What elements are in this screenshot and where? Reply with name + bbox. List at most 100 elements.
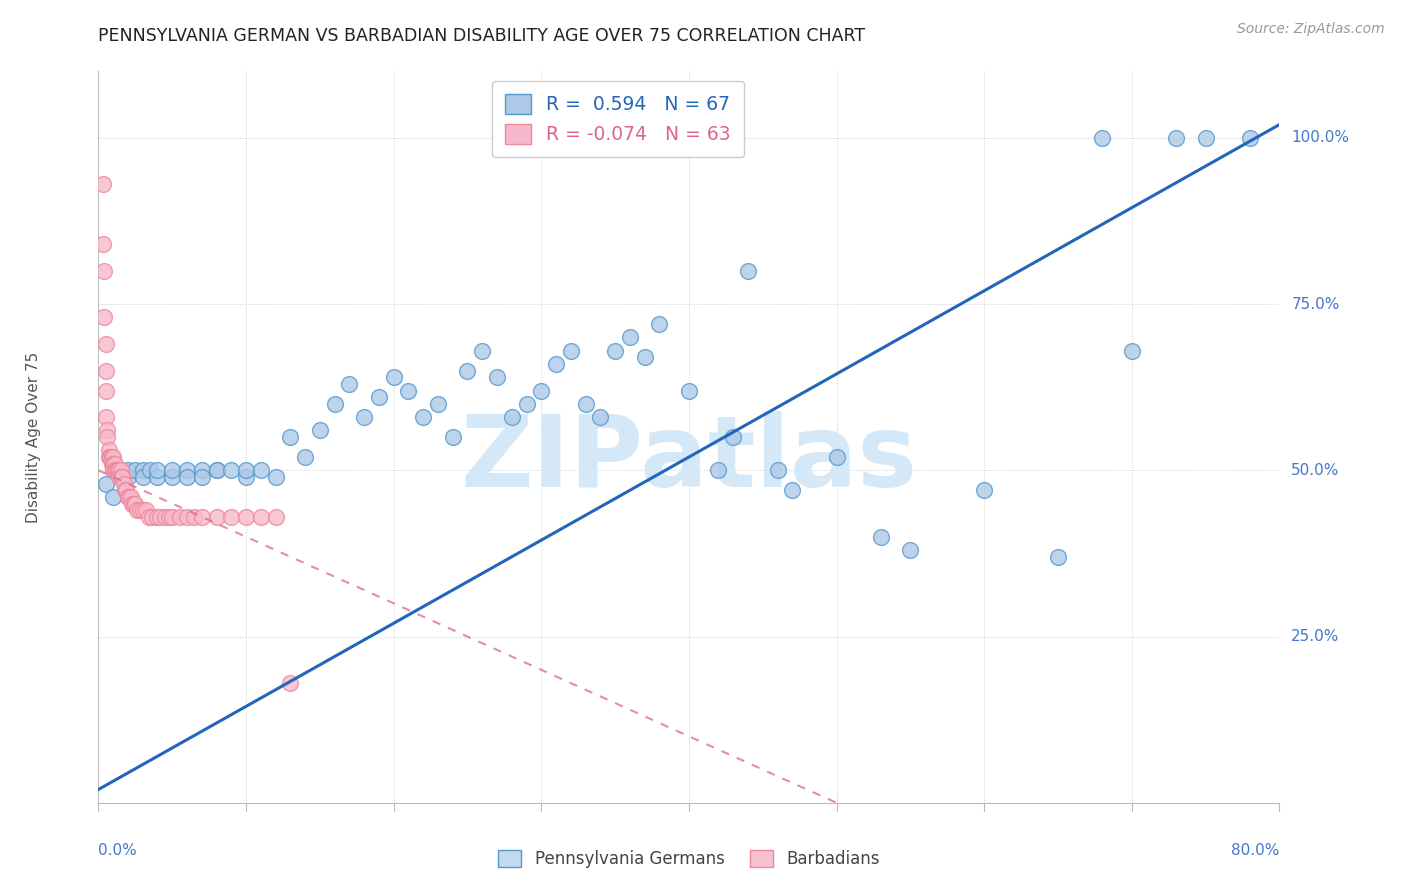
Point xyxy=(221,463,243,477)
Point xyxy=(737,264,759,278)
Point xyxy=(368,390,391,404)
Point xyxy=(205,509,228,524)
Point xyxy=(128,503,150,517)
Point xyxy=(114,483,136,498)
Point xyxy=(104,457,127,471)
Point xyxy=(782,483,804,498)
Point xyxy=(103,463,125,477)
Point xyxy=(139,463,162,477)
Point xyxy=(323,397,346,411)
Point xyxy=(117,490,139,504)
Point xyxy=(169,509,191,524)
Text: 25.0%: 25.0% xyxy=(1291,629,1340,644)
Point xyxy=(162,463,183,477)
Point xyxy=(825,450,848,464)
Point xyxy=(309,424,332,438)
Point xyxy=(94,410,117,425)
Text: 80.0%: 80.0% xyxy=(1232,843,1279,858)
Point xyxy=(93,310,115,325)
Point xyxy=(546,357,568,371)
Point xyxy=(634,351,657,365)
Point xyxy=(530,384,553,398)
Point xyxy=(221,509,243,524)
Text: PENNSYLVANIA GERMAN VS BARBADIAN DISABILITY AGE OVER 75 CORRELATION CHART: PENNSYLVANIA GERMAN VS BARBADIAN DISABIL… xyxy=(98,27,866,45)
Point xyxy=(176,509,198,524)
Point xyxy=(94,384,117,398)
Point xyxy=(118,490,141,504)
Point xyxy=(382,370,405,384)
Point xyxy=(94,363,117,377)
Point xyxy=(124,497,146,511)
Point xyxy=(412,410,434,425)
Point xyxy=(132,503,155,517)
Point xyxy=(96,430,118,444)
Point xyxy=(1239,131,1261,145)
Point xyxy=(117,490,139,504)
Point xyxy=(264,509,287,524)
Point xyxy=(162,470,183,484)
Point xyxy=(560,343,582,358)
Point xyxy=(398,384,420,398)
Point xyxy=(120,490,142,504)
Point xyxy=(112,476,135,491)
Text: 50.0%: 50.0% xyxy=(1291,463,1340,478)
Point xyxy=(235,509,257,524)
Point xyxy=(141,509,163,524)
Point xyxy=(1195,131,1218,145)
Point xyxy=(250,463,273,477)
Point xyxy=(162,509,183,524)
Point xyxy=(103,457,125,471)
Point xyxy=(98,450,121,464)
Point xyxy=(1121,343,1143,358)
Point xyxy=(91,178,114,192)
Point xyxy=(124,463,146,477)
Point xyxy=(191,463,214,477)
Point xyxy=(183,509,205,524)
Point xyxy=(110,463,132,477)
Point xyxy=(96,424,118,438)
Point xyxy=(441,430,464,444)
Point xyxy=(427,397,450,411)
Point xyxy=(111,470,134,484)
Point xyxy=(107,463,129,477)
Point xyxy=(110,463,132,477)
Point xyxy=(191,470,214,484)
Point xyxy=(94,476,117,491)
Point xyxy=(94,337,117,351)
Point xyxy=(132,470,155,484)
Text: 100.0%: 100.0% xyxy=(1291,130,1350,145)
Text: Disability Age Over 75: Disability Age Over 75 xyxy=(25,351,41,523)
Point xyxy=(104,463,127,477)
Point xyxy=(176,463,198,477)
Legend: Pennsylvania Germans, Barbadians: Pennsylvania Germans, Barbadians xyxy=(492,844,886,875)
Text: 75.0%: 75.0% xyxy=(1291,297,1340,311)
Point xyxy=(1166,131,1188,145)
Point xyxy=(589,410,612,425)
Point xyxy=(176,470,198,484)
Point xyxy=(111,470,134,484)
Point xyxy=(766,463,789,477)
Point xyxy=(723,430,745,444)
Point xyxy=(100,450,122,464)
Point xyxy=(605,343,627,358)
Point xyxy=(870,530,893,544)
Point xyxy=(107,463,129,477)
Point xyxy=(678,384,700,398)
Point xyxy=(115,483,138,498)
Point xyxy=(146,509,169,524)
Point xyxy=(91,237,114,252)
Point xyxy=(153,509,176,524)
Point xyxy=(205,463,228,477)
Point xyxy=(250,509,273,524)
Point xyxy=(108,470,131,484)
Text: Source: ZipAtlas.com: Source: ZipAtlas.com xyxy=(1237,22,1385,37)
Point xyxy=(122,497,145,511)
Point xyxy=(648,317,671,331)
Point xyxy=(619,330,641,344)
Point xyxy=(157,509,180,524)
Point xyxy=(471,343,494,358)
Text: 0.0%: 0.0% xyxy=(98,843,138,858)
Point xyxy=(98,450,121,464)
Point xyxy=(900,543,922,558)
Point xyxy=(1091,131,1114,145)
